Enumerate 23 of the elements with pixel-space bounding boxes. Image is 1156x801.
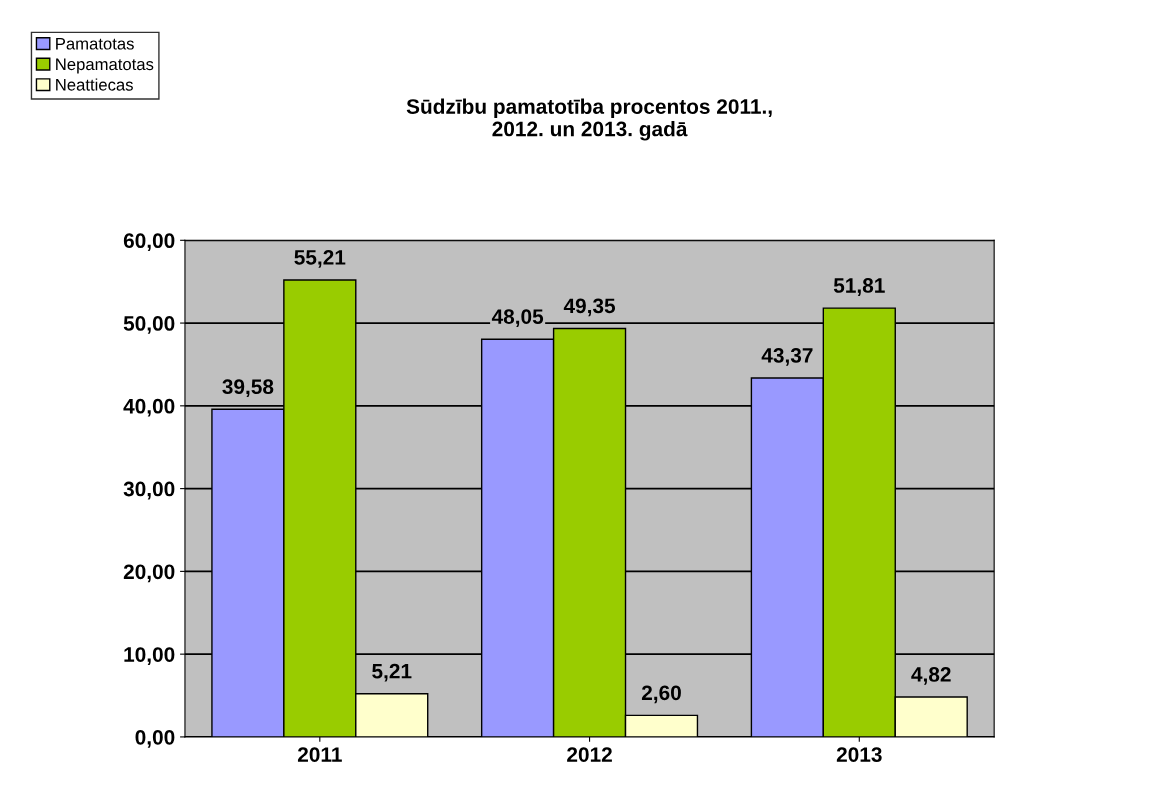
y-tick-label: 20,00	[123, 564, 175, 583]
legend-label: Pamatotas	[56, 37, 134, 50]
data-label: 39,58	[222, 379, 274, 398]
data-label: 4,82	[911, 667, 951, 685]
legend-label: Neattiecas	[56, 78, 133, 91]
data-label: 2,60	[641, 685, 681, 704]
y-tick-label: 0,00	[135, 729, 175, 748]
data-label: 51,81	[833, 278, 885, 296]
y-tick-label: 10,00	[124, 647, 175, 665]
y-tick-label: 60,00	[123, 233, 175, 252]
legend-label: Nepamatotas	[56, 58, 154, 74]
data-label: 48,05	[491, 309, 544, 327]
data-label: 5,21	[372, 663, 412, 682]
x-tick-label: 2012	[567, 747, 612, 762]
y-tick-label: 50,00	[123, 316, 175, 334]
x-tick-label: 2013	[836, 747, 882, 762]
data-label: 49,35	[563, 298, 616, 317]
x-tick-label: 2011	[297, 747, 342, 762]
y-tick-label: 30,00	[123, 481, 175, 500]
y-tick-label: 40,00	[123, 398, 175, 417]
data-label: 55,21	[294, 249, 346, 268]
chart-title: Sūdzību pamatotība procentos 2011., 2012. un 2013. gadā	[406, 98, 772, 141]
data-label: 43,37	[761, 347, 813, 366]
